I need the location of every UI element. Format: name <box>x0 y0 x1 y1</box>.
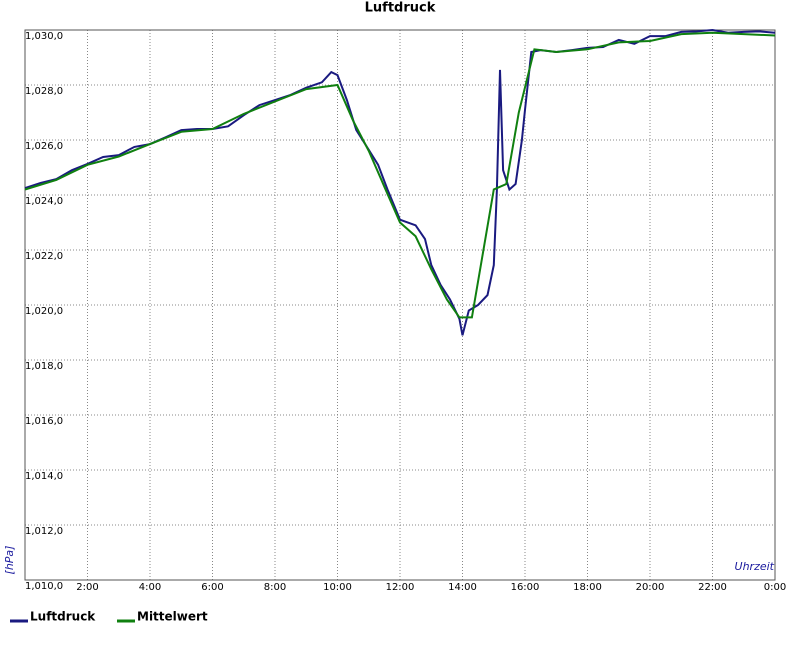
x-tick-label: 8:00 <box>264 582 286 593</box>
y-tick-label: 1,010,0 <box>25 581 63 592</box>
y-tick-label: 1,026,0 <box>25 141 63 152</box>
y-tick-label: 1,024,0 <box>25 196 63 207</box>
plot-frame <box>24 29 776 581</box>
y-tick-label: 1,022,0 <box>25 251 63 262</box>
legend-label: Mittelwert <box>137 610 208 624</box>
x-tick-label: 2:00 <box>76 582 98 593</box>
x-tick-label: 14:00 <box>448 582 477 593</box>
data-line <box>24 28 776 336</box>
x-tick-label: 16:00 <box>511 582 540 593</box>
y-tick-label: 1,016,0 <box>25 416 63 427</box>
x-tick-label: 22:00 <box>698 582 727 593</box>
data-line <box>24 31 776 319</box>
y-tick-label: 1,020,0 <box>25 306 63 317</box>
x-tick-label: 6:00 <box>201 582 223 593</box>
y-tick-label: 1,030,0 <box>25 31 63 42</box>
chart-title: Luftdruck <box>365 1 436 16</box>
y-tick-label: 1,014,0 <box>25 471 63 482</box>
x-axis-label: Uhrzeit <box>735 560 775 573</box>
x-tick-label: 18:00 <box>573 582 602 593</box>
y-axis-label: [hPa] <box>3 546 16 575</box>
x-tick-label: 12:00 <box>386 582 415 593</box>
x-tick-label: 0:00 <box>764 582 786 593</box>
legend-label: Luftdruck <box>30 610 96 624</box>
x-tick-label: 20:00 <box>636 582 665 593</box>
y-tick-label: 1,012,0 <box>25 526 63 537</box>
x-tick-label: 10:00 <box>323 582 352 593</box>
y-tick-label: 1,028,0 <box>25 86 63 97</box>
x-tick-label: 4:00 <box>139 582 161 593</box>
y-tick-label: 1,018,0 <box>25 361 63 372</box>
